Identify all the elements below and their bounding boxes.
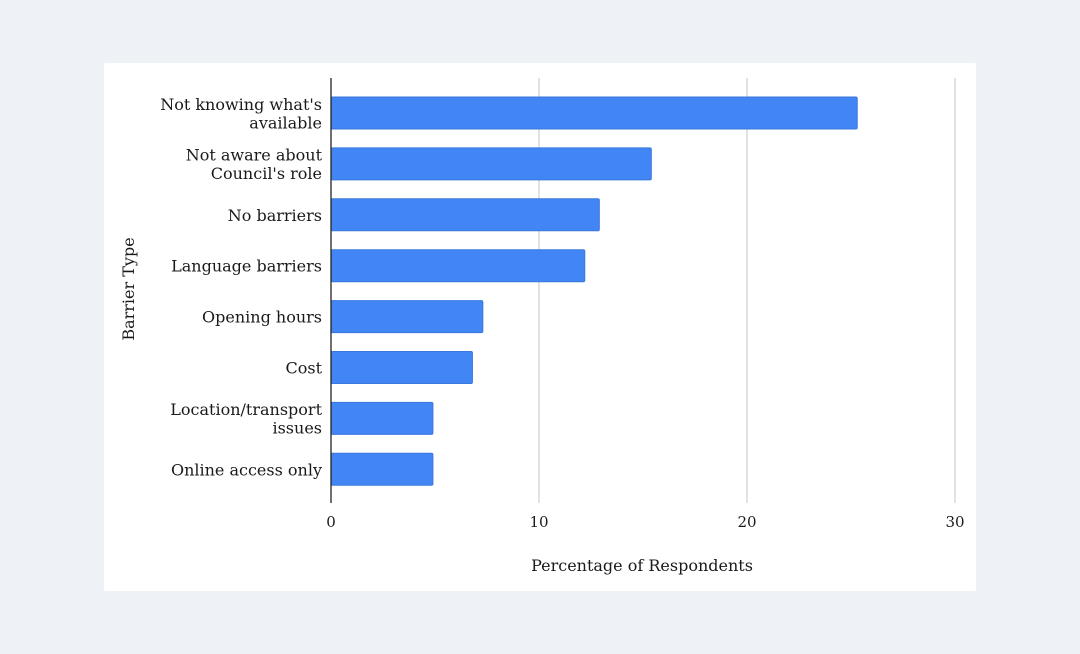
category-label: No barriers: [228, 206, 322, 225]
x-tick-label: 0: [326, 513, 336, 531]
category-label: Not knowing what's available: [160, 95, 322, 133]
category-label: Location/transport issues: [170, 400, 322, 438]
x-axis-title: Percentage of Respondents: [531, 556, 753, 575]
category-label: Cost: [285, 359, 322, 378]
bar-4: [330, 249, 586, 283]
bar-chart: Not knowing what's available Not aware abo…: [119, 78, 965, 575]
chart-card: Not knowing what's available Not aware abo…: [104, 63, 976, 591]
bar-8: [330, 452, 434, 486]
category-labels: Not knowing what's available Not aware abo…: [160, 95, 322, 480]
gridlines: [538, 78, 956, 503]
x-tick-labels: 0 10 20 30: [326, 513, 964, 531]
category-label: Opening hours: [202, 308, 322, 327]
bar-1: [330, 96, 858, 130]
bar-3: [330, 198, 600, 232]
y-axis-title: Barrier Type: [119, 237, 138, 340]
category-label: Language barriers: [171, 257, 322, 276]
bar-2: [330, 147, 652, 181]
bars: [330, 96, 858, 486]
bar-6: [330, 351, 473, 384]
bar-7: [330, 401, 434, 435]
category-label: Online access only: [171, 460, 322, 479]
x-tick-label: 20: [737, 513, 756, 531]
category-label: Not aware about Council's role: [186, 146, 323, 184]
x-tick-label: 10: [529, 513, 548, 531]
bar-5: [330, 300, 484, 334]
x-tick-label: 30: [945, 513, 964, 531]
